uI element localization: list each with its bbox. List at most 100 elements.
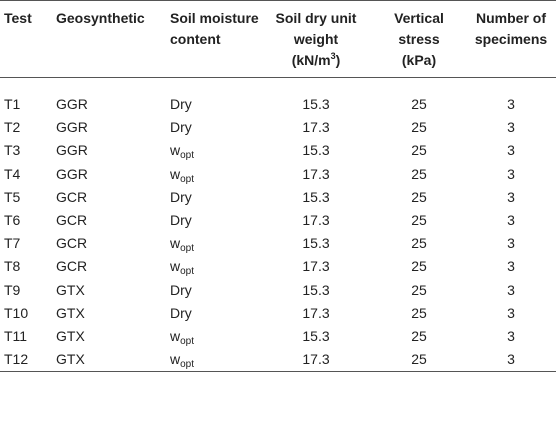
cell-moisture: wopt [166,325,260,348]
cell-specimens: 3 [507,165,515,182]
moisture-value: w [170,351,181,368]
cell-stress: 25 [411,165,427,182]
table-row: T9 GTX Dry 15.3 25 3 [0,279,556,302]
cell-specimens: 3 [507,142,515,159]
cell-moisture: wopt [166,255,260,278]
cell-geosynthetic: GGR [56,96,88,112]
header-row: Test Geosynthetic Soil moisture content … [0,0,556,78]
cell-moisture: wopt [166,348,260,372]
cell-test: T2 [4,119,21,136]
table-row: T2 GGR Dry 17.3 25 3 [0,116,556,139]
cell-moisture: wopt [166,139,260,162]
cell-test: T3 [4,142,21,159]
cell-moisture: wopt [166,232,260,255]
cell-specimens: 3 [507,235,515,252]
cell-stress: 25 [411,212,427,229]
moisture-value: Dry [170,96,192,112]
cell-geosynthetic: GTX [56,281,85,298]
cell-moisture: wopt [166,163,260,186]
cell-test: T5 [4,188,21,205]
cell-test: T4 [4,165,21,182]
moisture-value: Dry [170,119,192,136]
moisture-value: Dry [170,304,192,321]
cell-stress: 25 [411,235,427,252]
cell-geosynthetic: GGR [56,142,88,159]
cell-stress: 25 [411,188,427,205]
cell-unit-weight: 15.3 [302,188,330,205]
cell-unit-weight: 17.3 [302,212,330,229]
cell-geosynthetic: GGR [56,165,88,182]
cell-stress: 25 [411,142,427,159]
header-geosynthetic: Geosynthetic [56,10,145,26]
moisture-value: w [170,165,181,182]
cell-geosynthetic: GCR [56,235,88,252]
cell-unit-weight: 15.3 [302,96,330,112]
moisture-value: Dry [170,188,192,205]
cell-moisture: Dry [166,302,260,325]
header-moisture: Soil moisture content [170,10,259,47]
cell-stress: 25 [411,96,427,112]
header-unit-weight-units: (kN/m [291,52,331,68]
cell-specimens: 3 [507,96,515,112]
test-program-table: Test Geosynthetic Soil moisture content … [0,0,556,372]
cell-moisture: Dry [166,78,260,117]
moisture-subscript: opt [180,173,195,185]
cell-unit-weight: 17.3 [302,165,330,182]
cell-geosynthetic: GCR [56,258,88,275]
cell-test: T8 [4,258,21,275]
cell-specimens: 3 [507,351,515,368]
table-row: T5 GCR Dry 15.3 25 3 [0,186,556,209]
table-row: T10 GTX Dry 17.3 25 3 [0,302,556,325]
cell-specimens: 3 [507,304,515,321]
cell-test: T11 [4,328,28,345]
moisture-subscript: opt [180,150,195,162]
header-test: Test [4,10,32,26]
moisture-value: w [170,235,181,252]
cell-geosynthetic: GTX [56,351,85,368]
moisture-subscript: opt [180,243,195,255]
cell-stress: 25 [411,328,427,345]
table-row: T3 GGR wopt 15.3 25 3 [0,139,556,162]
table-row: T4 GGR wopt 17.3 25 3 [0,163,556,186]
cell-moisture: Dry [166,209,260,232]
table-row: T6 GCR Dry 17.3 25 3 [0,209,556,232]
cell-specimens: 3 [507,328,515,345]
moisture-subscript: opt [180,359,195,371]
table-row: T7 GCR wopt 15.3 25 3 [0,232,556,255]
header-unit-weight: Soil dry unit weight (kN/m3) [260,1,372,78]
table-row: T11 GTX wopt 15.3 25 3 [0,325,556,348]
cell-specimens: 3 [507,258,515,275]
moisture-value: w [170,328,181,345]
cell-test: T12 [4,351,29,368]
cell-geosynthetic: GGR [56,119,88,136]
moisture-subscript: opt [180,266,195,278]
header-stress-units: (kPa) [401,52,437,68]
cell-unit-weight: 17.3 [302,258,330,275]
header-unit-weight-sup: 3 [330,51,336,61]
moisture-value: Dry [170,212,192,229]
cell-test: T9 [4,281,21,298]
cell-geosynthetic: GCR [56,188,88,205]
cell-unit-weight: 17.3 [302,304,330,321]
moisture-value: w [170,258,181,275]
cell-unit-weight: 15.3 [302,281,330,298]
cell-moisture: Dry [166,116,260,139]
moisture-value: Dry [170,281,192,298]
table-header: Test Geosynthetic Soil moisture content … [0,0,556,78]
cell-stress: 25 [411,258,427,275]
cell-stress: 25 [411,119,427,136]
cell-moisture: Dry [166,279,260,302]
cell-specimens: 3 [507,281,515,298]
header-stress-label: Vertical stress [394,10,444,47]
moisture-subscript: opt [180,336,195,348]
cell-test: T1 [4,96,21,112]
cell-test: T7 [4,235,21,252]
table-row: T12 GTX wopt 17.3 25 3 [0,348,556,372]
cell-unit-weight: 15.3 [302,328,330,345]
cell-specimens: 3 [507,119,515,136]
cell-test: T10 [4,304,29,321]
header-stress: Vertical stress (kPa) [372,1,466,78]
cell-unit-weight: 17.3 [302,351,330,368]
table-row: T1 GGR Dry 15.3 25 3 [0,78,556,117]
cell-unit-weight: 15.3 [302,235,330,252]
